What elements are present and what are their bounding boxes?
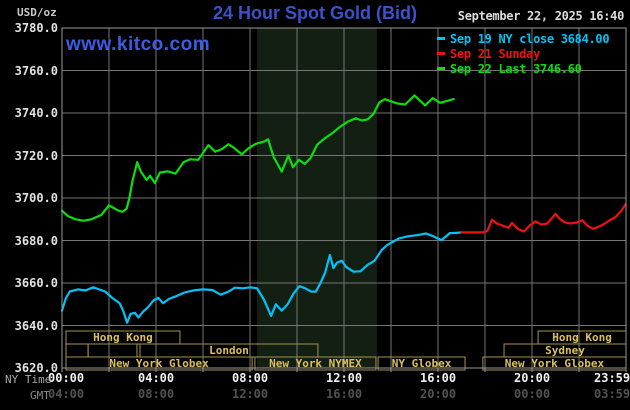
- y-tick-label: 3660.0: [14, 276, 58, 290]
- ny-time-tick-label: 00:00: [48, 371, 85, 385]
- plot-border: [61, 27, 627, 369]
- y-tick-label: 3700.0: [14, 191, 58, 205]
- session-label: Sydney: [545, 344, 585, 357]
- gmt-tick-label: 08:00: [138, 387, 175, 401]
- y-tick-label: 3740.0: [14, 106, 58, 120]
- y-tick-label: 3640.0: [14, 318, 58, 333]
- gmt-tick-label: 16:00: [326, 387, 363, 401]
- gmt-tick-label: 00:00: [514, 387, 551, 401]
- legend-label: Sep 22 Last 3746.60: [450, 62, 582, 76]
- gmt-axis-caption: GMT: [30, 389, 50, 402]
- legend-item: Sep 19 NY close 3684.00: [437, 32, 610, 47]
- price-line-sep-19-ny-close: [60, 231, 463, 324]
- ny-time-tick-label: 12:00: [326, 371, 363, 385]
- legend-dash-icon: [437, 37, 445, 40]
- legend-label: Sep 21 Sunday: [450, 47, 541, 61]
- y-tick-label: 3620.0: [14, 361, 58, 375]
- session-box: [65, 343, 89, 358]
- session-label: London: [209, 344, 249, 357]
- ny-time-tick-label: 20:00: [514, 371, 551, 385]
- gmt-tick-label: 12:00: [232, 387, 269, 401]
- price-line-sep-21-sunday: [460, 203, 627, 234]
- session-box: [254, 356, 377, 371]
- legend-dash-icon: [437, 67, 445, 70]
- y-tick-label: 3760.0: [14, 63, 58, 78]
- ny-time-axis-caption: NY Time: [5, 373, 52, 386]
- gmt-tick-label: 20:00: [420, 387, 457, 401]
- session-box: [87, 343, 138, 358]
- y-tick-label: 3720.0: [14, 148, 58, 163]
- gmt-tick-label: 03:59: [594, 387, 630, 401]
- session-label: Hong Kong: [552, 331, 612, 344]
- price-line-sep-22-today-: [60, 94, 455, 222]
- y-axis-unit-label: USD/oz: [17, 6, 57, 19]
- session-label: Hong Kong: [93, 331, 153, 344]
- series-legend: Sep 19 NY close 3684.00 Sep 21 Sunday Sep …: [437, 32, 610, 77]
- y-tick-label: 3680.0: [14, 233, 58, 248]
- session-box: [377, 356, 466, 371]
- legend-item: Sep 21 Sunday: [437, 47, 609, 62]
- ny-time-tick-label: 16:00: [420, 371, 457, 385]
- kitco-watermark-link[interactable]: www.kitco.com: [66, 34, 211, 55]
- gmt-tick-label: 04:00: [48, 387, 85, 401]
- legend-item: Sep 22 Last 3746.60: [437, 62, 609, 77]
- session-label: New York Globex: [109, 357, 209, 370]
- page-title: 24 Hour Spot Gold (Bid): [213, 3, 417, 23]
- legend-label: Sep 19 NY close 3684.00: [450, 32, 610, 46]
- legend-dash-icon: [437, 52, 445, 55]
- ny-time-tick-label: 08:00: [232, 371, 269, 385]
- ny-time-tick-label: 23:59: [594, 371, 630, 385]
- session-label: NY Globex: [392, 357, 452, 370]
- chart-datetime: September 22, 2025 16:40: [457, 9, 625, 23]
- session-label: New York NYMEX: [269, 357, 362, 370]
- session-label: New York Globex: [505, 357, 605, 370]
- session-box: [65, 356, 253, 371]
- ny-time-tick-label: 04:00: [138, 371, 175, 385]
- y-tick-label: 3780.0: [14, 21, 58, 35]
